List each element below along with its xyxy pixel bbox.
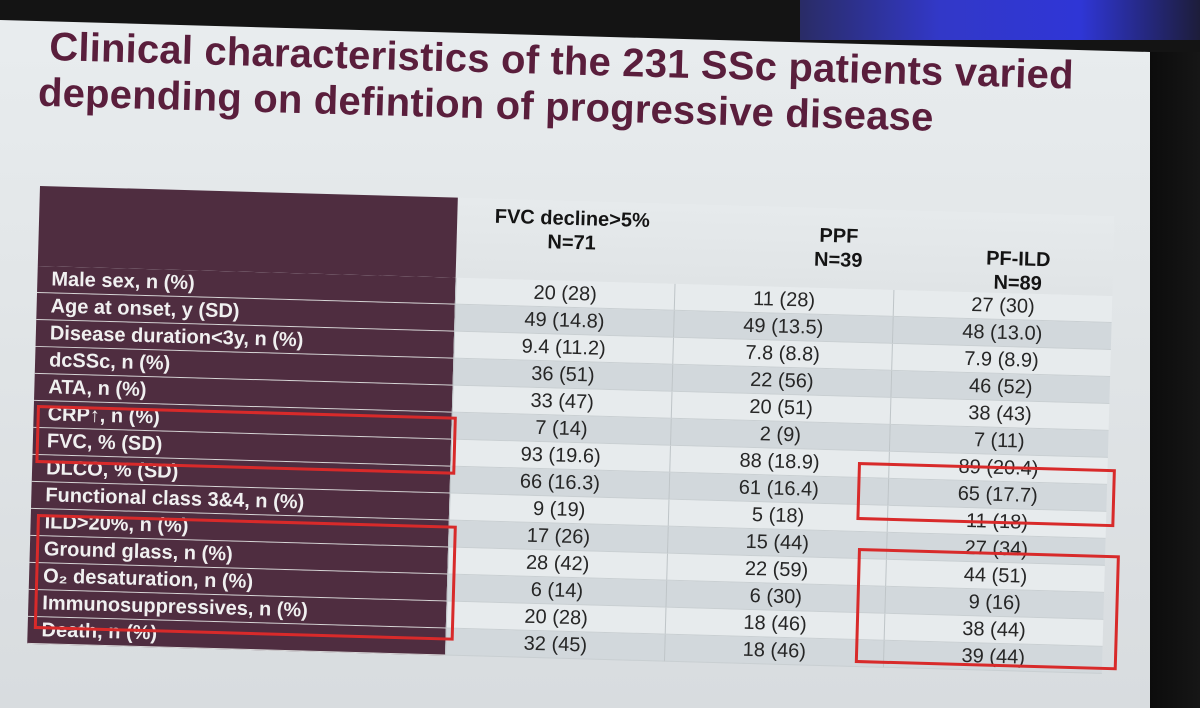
column-header-fvc-decline: FVC decline>5% N=71: [456, 204, 687, 258]
column-header-n: N=71: [547, 231, 597, 255]
screen-border: [1150, 52, 1200, 708]
column-header-n: N=39: [813, 248, 863, 272]
highlight-box-fvc-dlco-labels: [35, 405, 457, 475]
column-header-pf-ild: PF-ILD N=89: [917, 245, 1118, 299]
highlight-box-fvc-dlco-pfild: [856, 462, 1116, 528]
highlight-box-imaging-pfild: [854, 548, 1120, 671]
projector-glow: [800, 0, 1200, 40]
column-header-ppf: PPF N=39: [738, 222, 939, 276]
header-label-cell: [37, 186, 458, 278]
highlight-box-imaging-labels: [33, 514, 457, 641]
